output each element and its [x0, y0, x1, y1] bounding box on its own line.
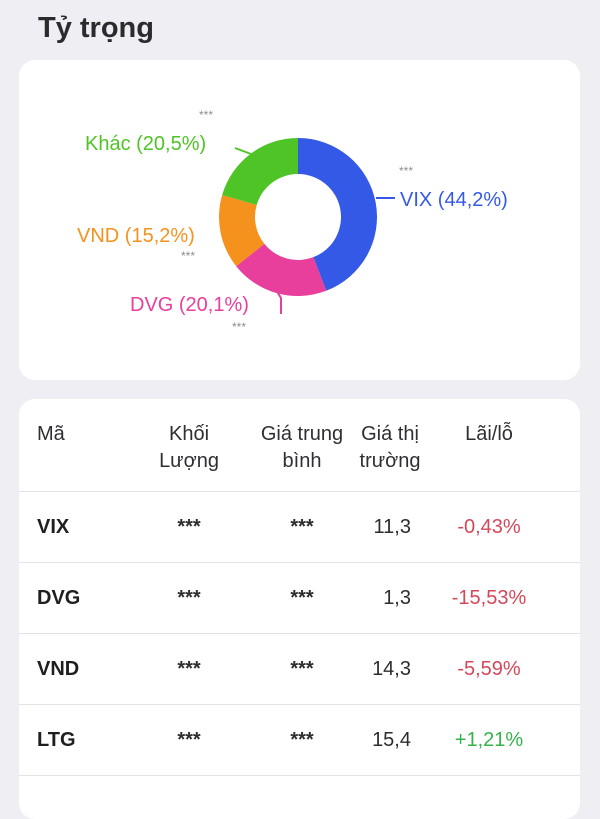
header-avg-line2: bình — [282, 450, 322, 472]
row-code: VND — [37, 658, 80, 680]
header-avg-price: Giá trung bình — [237, 421, 367, 475]
allocation-donut-chart: VIX (44,2%) *** DVG (20,1%) *** VND (15,2%) *… — [77, 108, 508, 334]
header-profit-loss: Lãi/lỗ — [465, 423, 513, 445]
slice-label-other: Khác (20,5%) — [85, 133, 206, 155]
slice-label-vnd: VND (15,2%) — [77, 225, 195, 247]
row-market-price: 11,3 — [373, 516, 411, 538]
holdings-table: Mã Khối Lượng Giá trung bình Giá thị trư… — [19, 399, 580, 819]
allocation-chart-card: VIX (44,2%) *** DVG (20,1%) *** VND (15,2%) *… — [19, 60, 580, 380]
slice-label-dvg: DVG (20,1%) — [130, 294, 249, 316]
row-profit-loss: +1,21% — [454, 729, 524, 751]
slice-dvg[interactable] — [236, 243, 327, 296]
header-market-price: Giá thị trường — [350, 421, 430, 475]
slice-label-vix: VIX (44,2%) — [400, 189, 508, 211]
slice-vnd[interactable] — [218, 194, 265, 267]
row-profit-loss: -15,53% — [451, 587, 527, 609]
section-title: Tỷ trọng — [38, 12, 154, 44]
header-market-line1: Giá thị — [361, 423, 419, 445]
row-code: LTG — [37, 729, 76, 751]
row-volume: *** — [177, 516, 201, 538]
row-avg-price: *** — [290, 587, 314, 609]
slice-hidden-value-dvg: *** — [232, 320, 246, 334]
row-market-price: 1,3 — [383, 587, 411, 609]
slice-hidden-value-other: *** — [199, 108, 213, 122]
slice-other[interactable] — [222, 138, 298, 206]
table-row[interactable]: LTG *** *** 15,4 +1,21% — [19, 705, 580, 776]
row-code: VIX — [37, 516, 70, 538]
header-code: Mã — [37, 423, 65, 445]
table-header: Mã Khối Lượng Giá trung bình Giá thị trư… — [19, 399, 580, 492]
header-volume-line2: Lượng — [159, 450, 219, 472]
row-code: DVG — [37, 587, 81, 609]
row-market-price: 15,4 — [372, 729, 411, 751]
table-row[interactable]: VND *** *** 14,3 -5,59% — [19, 634, 580, 705]
header-volume: Khối Lượng — [139, 421, 239, 475]
row-avg-price: *** — [290, 729, 314, 751]
row-profit-loss: -0,43% — [457, 516, 521, 538]
header-volume-line1: Khối — [168, 423, 210, 445]
row-profit-loss: -5,59% — [457, 658, 521, 680]
table-row[interactable]: DVG *** *** 1,3 -15,53% — [19, 563, 580, 634]
table-row[interactable]: VIX *** *** 11,3 -0,43% — [19, 492, 580, 563]
row-volume: *** — [177, 729, 201, 751]
row-market-price: 14,3 — [372, 658, 411, 680]
leader-line-dvg — [274, 287, 282, 314]
row-avg-price: *** — [290, 658, 314, 680]
slice-vix[interactable] — [298, 138, 377, 291]
leader-line-other — [234, 147, 252, 155]
header-avg-line1: Giá trung — [260, 423, 344, 445]
row-volume: *** — [177, 587, 201, 609]
row-avg-price: *** — [290, 516, 314, 538]
slice-hidden-value-vnd: *** — [181, 249, 195, 263]
header-market-line2: trường — [359, 450, 421, 472]
row-volume: *** — [177, 658, 201, 680]
slice-hidden-value-vix: *** — [399, 164, 413, 178]
